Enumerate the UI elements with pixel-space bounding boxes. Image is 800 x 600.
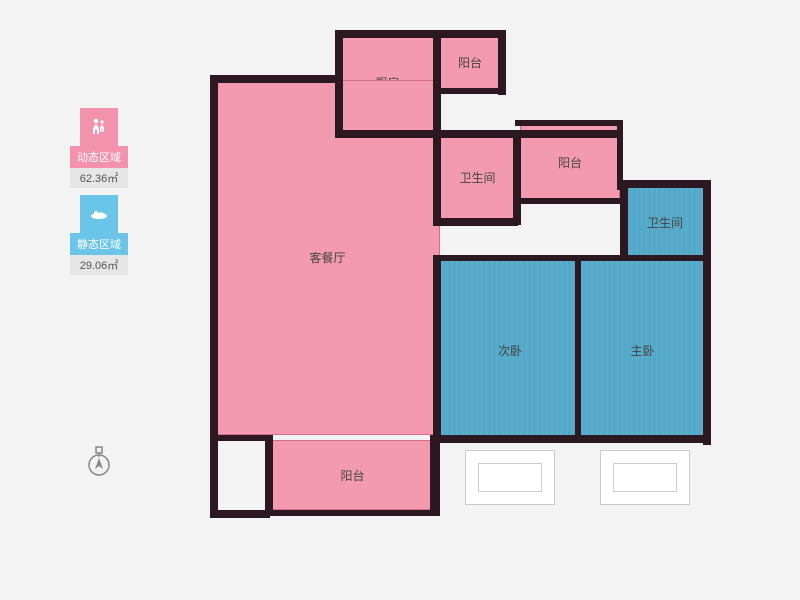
wall (433, 218, 518, 226)
wall (433, 130, 623, 138)
wall (515, 120, 623, 126)
wall (620, 180, 628, 260)
room-卫生间2: 卫生间 (625, 185, 705, 260)
legend-static: 静态区域 29.06㎡ (70, 195, 128, 275)
wall (210, 75, 218, 515)
wall (433, 255, 623, 261)
room-label: 主卧 (630, 342, 654, 359)
wall (335, 30, 505, 38)
legend-static-value: 29.06㎡ (70, 255, 128, 275)
wall (620, 180, 710, 188)
wall (210, 510, 270, 518)
room-label: 阳台 (340, 467, 364, 484)
wall (210, 435, 270, 441)
wall (335, 30, 343, 135)
window-unit (600, 450, 690, 505)
legend-static-label: 静态区域 (70, 233, 128, 255)
room-label: 卫生间 (459, 169, 495, 186)
legend-dynamic-label: 动态区域 (70, 146, 128, 168)
wall (620, 255, 708, 261)
people-icon (80, 108, 118, 146)
compass-icon (85, 445, 113, 479)
room-主卧: 主卧 (580, 260, 705, 440)
wall (430, 435, 440, 515)
wall (575, 255, 581, 440)
legend-dynamic-value: 62.36㎡ (70, 168, 128, 188)
wall (210, 75, 342, 83)
room-label: 客餐厅 (309, 249, 345, 266)
window-unit (465, 450, 555, 505)
room-label: 次卧 (498, 342, 522, 359)
room-阳台1: 阳台 (440, 35, 500, 90)
room-label: 阳台 (458, 54, 482, 71)
room-卫生间1: 卫生间 (440, 135, 515, 220)
wall (703, 180, 711, 445)
room-label: 阳台 (558, 154, 582, 171)
legend-dynamic: 动态区域 62.36㎡ (70, 108, 128, 188)
wall (433, 255, 441, 440)
wall (515, 198, 623, 204)
wall (438, 88, 503, 94)
wall (433, 30, 441, 135)
room-次卧: 次卧 (440, 260, 580, 440)
floorplan: 厨房阳台客餐厅卫生间阳台卫生间次卧主卧阳台 (205, 25, 720, 545)
wall (265, 435, 273, 515)
wall (335, 130, 440, 138)
wall (265, 510, 440, 516)
wall (433, 130, 441, 225)
wall (513, 130, 521, 225)
wall (498, 30, 506, 95)
wall (433, 435, 711, 443)
room-阳台3: 阳台 (270, 440, 435, 510)
bed-icon (80, 195, 118, 233)
room-label: 卫生间 (647, 214, 683, 231)
